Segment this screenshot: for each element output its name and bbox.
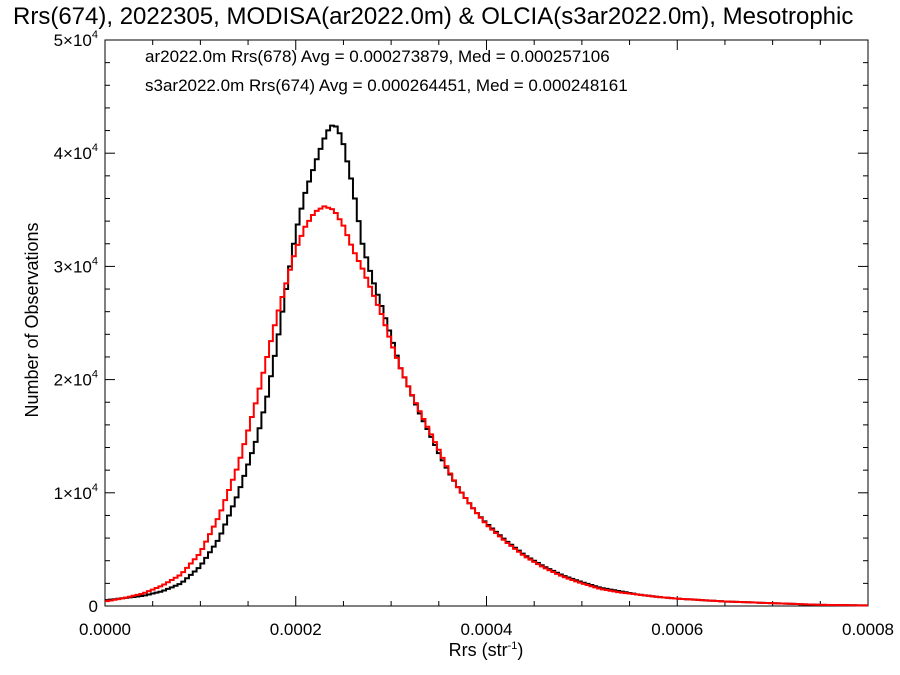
x-tick-label: 0.0004 <box>461 620 513 639</box>
y-tick-mantissa: 5×10 <box>54 31 92 50</box>
x-axis-label: Rrs (str-1) <box>449 640 524 660</box>
y-axis-label: Number of Observations <box>22 222 42 417</box>
x-tick-label: 0.0008 <box>842 620 894 639</box>
y-tick-mantissa: 1×10 <box>54 484 92 503</box>
x-tick-label: 0.0006 <box>651 620 703 639</box>
legend-entry-olcia: s3ar2022.0m Rrs(674) Avg = 0.000264451, … <box>145 76 628 95</box>
chart-title: Rrs(674), 2022305, MODISA(ar2022.0m) & O… <box>13 3 853 30</box>
y-tick-label: 2×104 <box>54 369 98 390</box>
y-tick-exponent: 4 <box>92 482 98 494</box>
y-tick-label: 0 <box>89 597 98 616</box>
x-axis-label-superscript: -1 <box>508 640 518 652</box>
y-tick-label: 4×104 <box>54 142 98 163</box>
y-tick-label: 1×104 <box>54 482 98 503</box>
y-tick-exponent: 4 <box>92 255 98 267</box>
y-tick-exponent: 4 <box>92 29 98 41</box>
y-tick-mantissa: 0 <box>89 597 98 616</box>
y-tick-label: 5×104 <box>54 29 98 50</box>
x-axis-label-base: Rrs (str <box>449 640 508 660</box>
y-tick-mantissa: 2×10 <box>54 371 92 390</box>
legend-entry-modisa: ar2022.0m Rrs(678) Avg = 0.000273879, Me… <box>145 47 610 66</box>
series-line-0 <box>105 124 868 607</box>
x-axis-label-close: ) <box>517 640 523 660</box>
x-axis-ticks: 0.0000 0.0002 0.0004 0.0006 0.0008 <box>79 40 894 639</box>
series-layer <box>105 124 868 607</box>
y-tick-mantissa: 4×10 <box>54 144 92 163</box>
x-tick-label: 0.0002 <box>270 620 322 639</box>
y-tick-label: 3×104 <box>54 255 98 276</box>
series-line-1 <box>105 205 868 607</box>
y-tick-exponent: 4 <box>92 142 98 154</box>
y-tick-mantissa: 3×10 <box>54 257 92 276</box>
x-tick-label: 0.0000 <box>79 620 131 639</box>
y-tick-exponent: 4 <box>92 369 98 381</box>
